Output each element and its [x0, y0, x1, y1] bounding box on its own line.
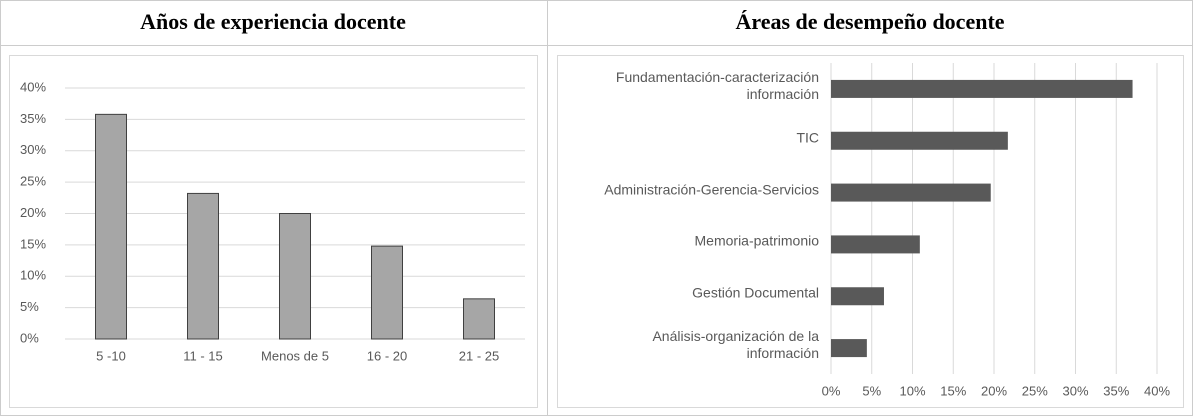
x-tick-label: 25%	[1022, 383, 1048, 398]
y-tick-label: 10%	[20, 268, 46, 283]
x-tick-label: 11 - 15	[183, 348, 223, 363]
y-tick-label: 40%	[20, 79, 46, 94]
bar	[463, 298, 495, 340]
x-tick-label: 10%	[899, 383, 925, 398]
y-tick-label: 15%	[20, 236, 46, 251]
y-tick-label: 0%	[20, 330, 39, 345]
x-tick-label: 30%	[1062, 383, 1088, 398]
y-tick-label: Análisis-organización de la información	[652, 328, 819, 362]
y-tick-label: Gestión Documental	[692, 284, 819, 301]
y-tick-label: 30%	[20, 142, 46, 157]
bar	[831, 287, 884, 306]
y-tick-label: Memoria-patrimonio	[694, 232, 819, 249]
x-tick-label: Menos de 5	[261, 348, 329, 363]
x-tick-label: 20%	[981, 383, 1007, 398]
x-tick-label: 35%	[1103, 383, 1129, 398]
x-tick-label: 15%	[940, 383, 966, 398]
bar	[831, 183, 991, 202]
x-tick-label: 5%	[862, 383, 881, 398]
bar	[831, 131, 1008, 150]
x-tick-label: 40%	[1144, 383, 1170, 398]
y-tick-label: TIC	[796, 129, 819, 146]
bar	[371, 245, 403, 340]
x-tick-label: 5 -10	[96, 348, 126, 363]
chart-title: Áreas de desempeño docente	[735, 9, 1004, 34]
x-tick-label: 21 - 25	[459, 348, 499, 363]
bar	[187, 192, 219, 340]
bar	[95, 113, 127, 340]
chart-title: Años de experiencia docente	[140, 9, 406, 34]
y-tick-label: Administración-Gerencia-Servicios	[604, 181, 819, 198]
bar	[279, 213, 311, 340]
x-tick-label: 0%	[822, 383, 841, 398]
bar	[831, 339, 867, 358]
bar	[831, 235, 920, 254]
chart-frame	[9, 55, 538, 408]
bar	[831, 79, 1133, 98]
x-tick-label: 16 - 20	[367, 348, 407, 363]
y-tick-label: 20%	[20, 205, 46, 220]
chart-frame	[557, 55, 1184, 408]
y-tick-label: 25%	[20, 174, 46, 189]
y-tick-label: 5%	[20, 299, 39, 314]
y-tick-label: Fundamentación-caracterización informaci…	[615, 68, 819, 102]
y-tick-label: 35%	[20, 111, 46, 126]
